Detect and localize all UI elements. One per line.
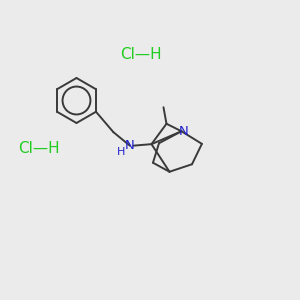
Text: N: N: [125, 139, 135, 152]
Text: Cl—H: Cl—H: [18, 141, 60, 156]
Text: N: N: [179, 125, 189, 138]
Text: H: H: [117, 147, 126, 157]
Text: Cl—H: Cl—H: [120, 46, 162, 62]
